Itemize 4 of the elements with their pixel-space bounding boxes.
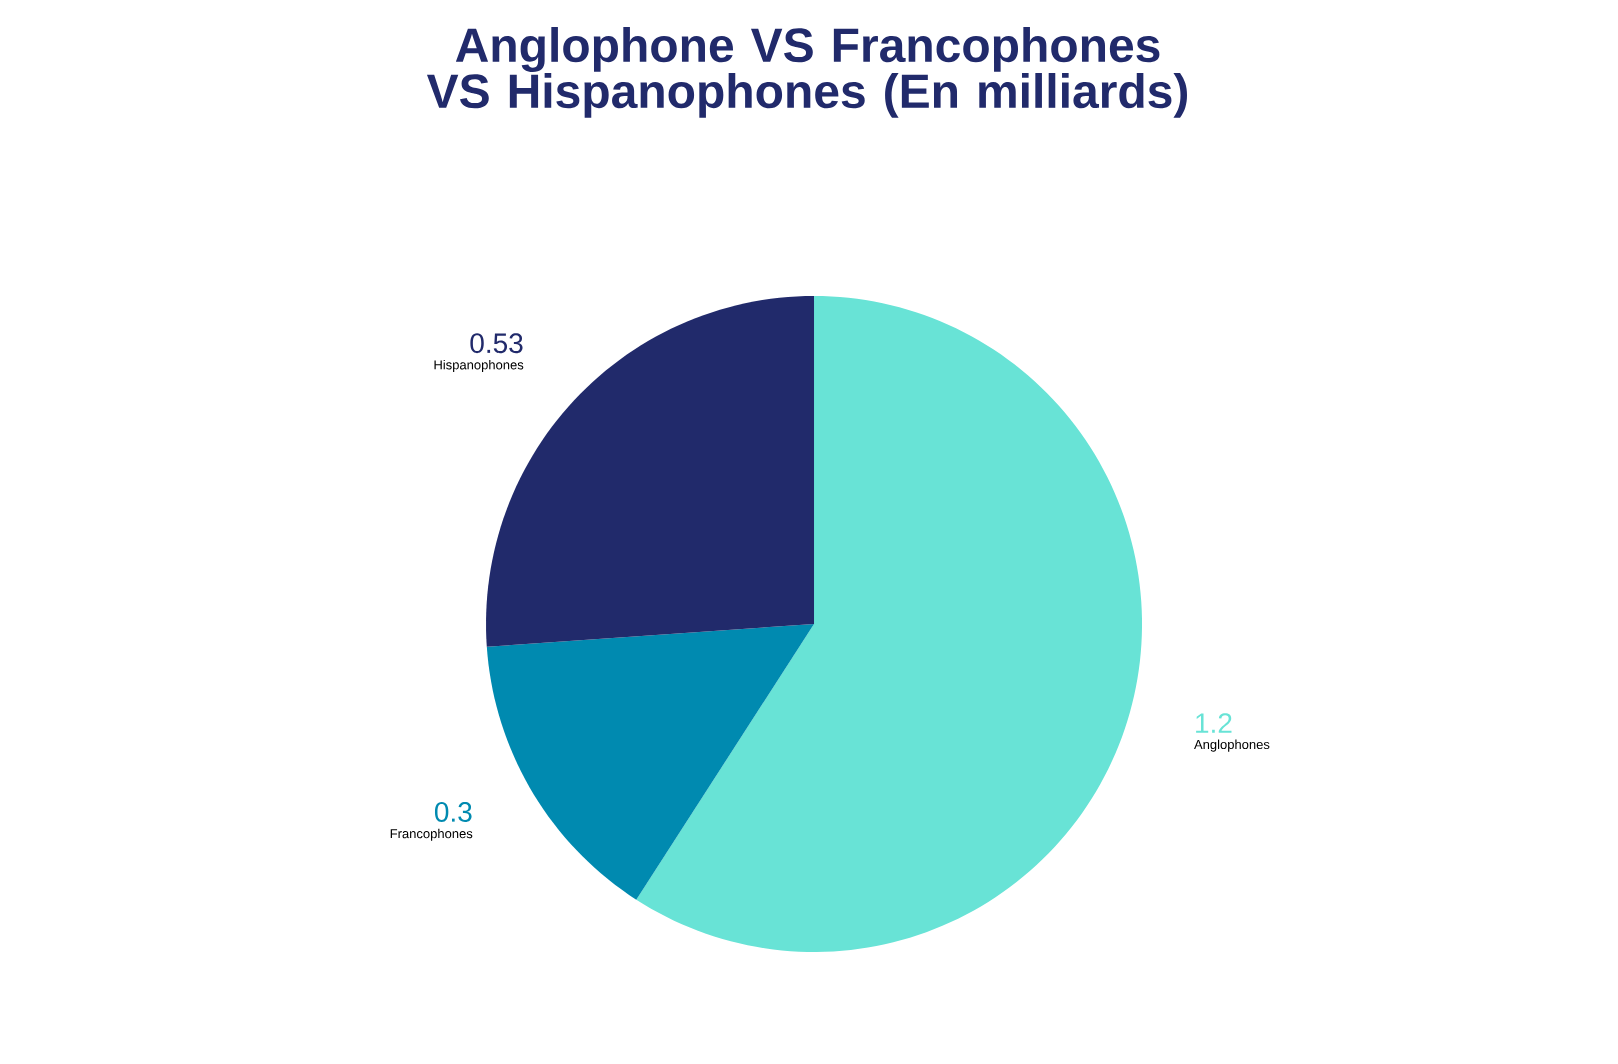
data-label: 0.53 [470, 333, 523, 354]
chart-title: Anglophone VS Francophones VS Hispanophones (En milliards) [426, 27, 1187, 118]
data-label: 0.3 [434, 802, 472, 822]
data-label: 1.2 [1196, 713, 1232, 733]
